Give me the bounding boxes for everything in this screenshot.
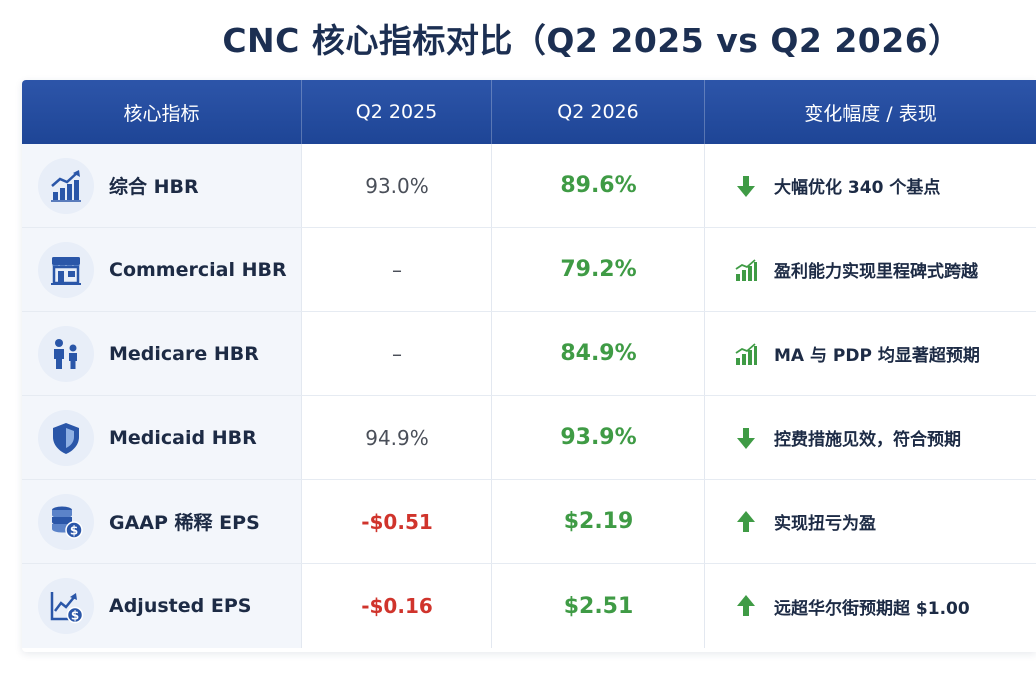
change-text: 大幅优化 340 个基点 xyxy=(774,178,941,198)
metric-label: 综合 HBR xyxy=(109,176,199,198)
bar-chart-icon xyxy=(735,342,757,365)
value-q2-2026: 89.6% xyxy=(560,173,637,198)
table-row: $ GAAP 稀释 EPS -$0.51 $2.19 实现扭亏为盈 xyxy=(22,480,1036,564)
metric-label: Commercial HBR xyxy=(109,258,287,281)
value-q2-2026: 79.2% xyxy=(560,257,637,282)
up-arrow-icon xyxy=(737,595,755,616)
table-row: Commercial HBR – 79.2% 盈利能力实现里程碑式跨越 xyxy=(22,228,1036,312)
table-row: Medicare HBR – 84.9% MA 与 PDP 均显著超预期 xyxy=(22,312,1036,396)
change-text: 实现扭亏为盈 xyxy=(774,514,876,534)
down-arrow-icon xyxy=(737,427,755,449)
header-q2-2026: Q2 2026 xyxy=(492,80,705,144)
bar-chart-icon xyxy=(735,258,757,281)
down-arrow-icon xyxy=(737,175,755,197)
header-q2-2025: Q2 2025 xyxy=(302,80,492,144)
page-title: CNC 核心指标对比（Q2 2025 vs Q2 2026） xyxy=(222,21,962,60)
up-arrow-icon xyxy=(737,510,755,532)
change-cell: MA 与 PDP 均显著超预期 xyxy=(734,312,980,395)
svg-text:$: $ xyxy=(70,524,78,538)
coin-stack-icon: $ xyxy=(38,494,94,550)
change-cell: 盈利能力实现里程碑式跨越 xyxy=(734,228,978,311)
table-row: $ Adjusted EPS -$0.16 $2.51 远超华尔街预期超 $1.… xyxy=(22,564,1036,648)
metric-label: GAAP 稀释 EPS xyxy=(109,512,260,534)
metric-label: Adjusted EPS xyxy=(109,595,252,617)
change-text: 远超华尔街预期超 $1.00 xyxy=(774,598,970,619)
value-q2-2026: $2.19 xyxy=(563,509,634,534)
change-cell: 远超华尔街预期超 $1.00 xyxy=(734,564,970,648)
value-q2-2025: – xyxy=(392,341,402,366)
value-q2-2025: -$0.51 xyxy=(361,509,433,534)
metric-label: Medicare HBR xyxy=(109,342,259,365)
table-row: Medicaid HBR 94.9% 93.9% 控费措施见效，符合预期 xyxy=(22,396,1036,480)
header-metric: 核心指标 xyxy=(22,80,302,144)
change-cell: 实现扭亏为盈 xyxy=(734,480,876,563)
change-cell: 大幅优化 340 个基点 xyxy=(734,144,940,227)
value-q2-2025: -$0.16 xyxy=(361,594,433,618)
line-chart-dollar-icon: $ xyxy=(38,578,94,634)
table-header: 核心指标 Q2 2025 Q2 2026 变化幅度 / 表现 xyxy=(22,80,1036,144)
header-change: 变化幅度 / 表现 xyxy=(804,102,937,125)
chart-up-icon xyxy=(38,158,94,214)
change-text: MA 与 PDP 均显著超预期 xyxy=(774,346,980,366)
metric-label: Medicaid HBR xyxy=(109,426,257,449)
value-q2-2025: – xyxy=(392,257,402,282)
comparison-table: 核心指标 Q2 2025 Q2 2026 变化幅度 / 表现 综合 HBR 93… xyxy=(22,80,1036,652)
value-q2-2026: 93.9% xyxy=(560,425,637,450)
change-cell: 控费措施见效，符合预期 xyxy=(734,396,961,479)
value-q2-2026: 84.9% xyxy=(560,341,637,366)
table-row: 综合 HBR 93.0% 89.6% 大幅优化 340 个基点 xyxy=(22,144,1036,228)
value-q2-2025: 94.9% xyxy=(365,425,429,450)
value-q2-2025: 93.0% xyxy=(365,173,429,198)
storefront-icon xyxy=(38,242,94,298)
people-icon xyxy=(38,326,94,382)
change-text: 控费措施见效，符合预期 xyxy=(774,430,961,450)
value-q2-2026: $2.51 xyxy=(563,593,634,619)
shield-icon xyxy=(38,410,94,466)
change-text: 盈利能力实现里程碑式跨越 xyxy=(774,262,978,282)
svg-text:$: $ xyxy=(71,609,79,623)
